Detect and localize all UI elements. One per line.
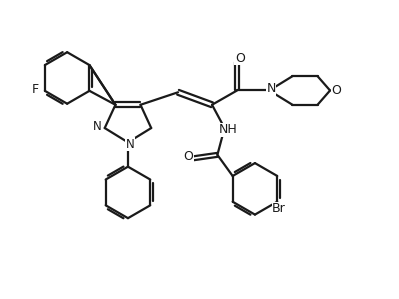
Text: N: N	[267, 82, 276, 95]
Text: O: O	[235, 52, 245, 65]
Text: Br: Br	[272, 202, 286, 215]
Text: NH: NH	[219, 123, 237, 136]
Text: N: N	[125, 138, 134, 151]
Text: O: O	[332, 84, 342, 97]
Text: F: F	[31, 83, 38, 96]
Text: O: O	[183, 150, 193, 163]
Text: N: N	[93, 120, 101, 133]
